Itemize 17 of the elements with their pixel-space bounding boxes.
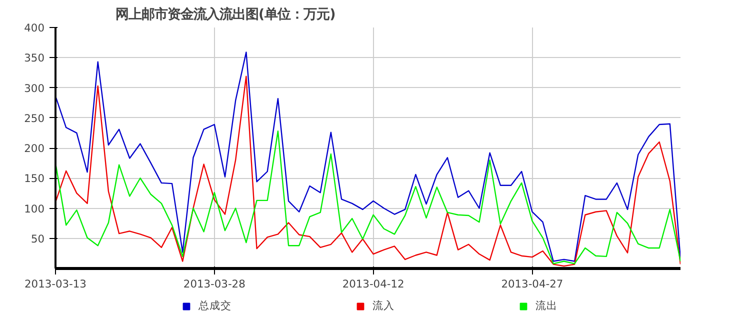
y-tick-label: 100	[24, 202, 45, 216]
x-tick-label: 2013-04-27	[501, 278, 564, 290]
legend-label: 总成交	[198, 299, 232, 313]
y-tick-label: 300	[24, 82, 45, 95]
y-tick-label: 350	[24, 52, 45, 65]
x-tick-label: 2013-04-12	[342, 278, 404, 290]
y-tick-label: 150	[24, 172, 45, 186]
y-tick-label: 400	[24, 22, 45, 34]
y-tick-label: 50	[30, 232, 45, 246]
legend-label: 流入	[372, 299, 394, 313]
x-tick-label: 2013-03-28	[183, 278, 246, 290]
y-tick-label: 250	[24, 112, 45, 125]
chart-title: 网上邮市资金流入流出图(单位：万元)	[116, 6, 336, 22]
line-series	[56, 130, 680, 264]
x-tick-label: 2013-03-13	[24, 278, 86, 290]
legend-label: 流出	[536, 299, 558, 313]
y-tick-label: 200	[24, 142, 45, 155]
